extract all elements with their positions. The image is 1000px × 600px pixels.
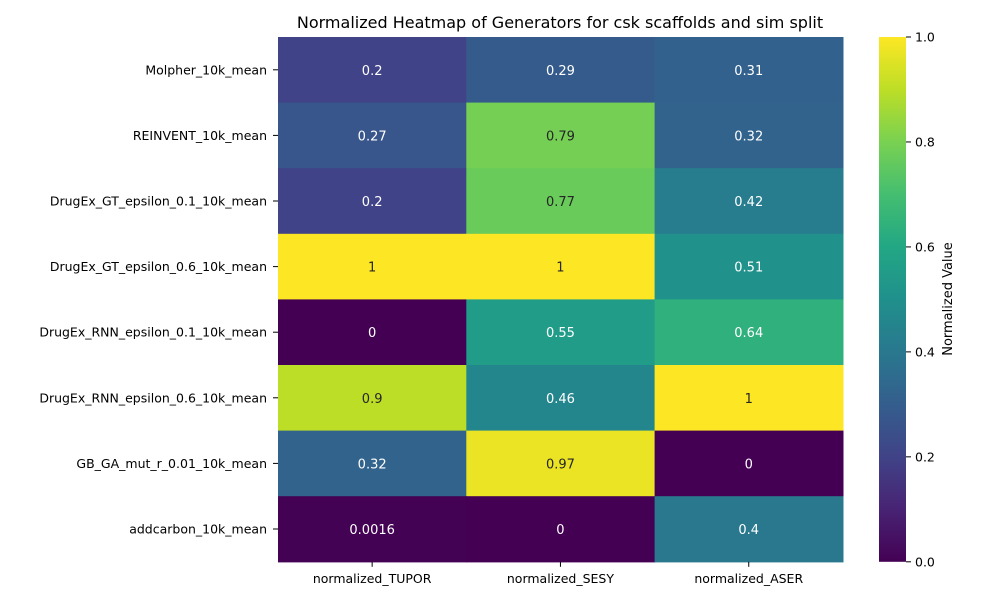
cell-value-label: 0	[368, 326, 376, 341]
heatmap-cell	[278, 233, 467, 300]
chart-title: Normalized Heatmap of Generators for csk…	[297, 13, 823, 32]
heatmap-cell	[278, 299, 467, 366]
heatmap-cell	[278, 37, 467, 104]
heatmap-cell	[654, 430, 844, 497]
heatmap-cell	[278, 496, 467, 563]
cell-value-label: 0.55	[546, 326, 575, 341]
heatmap-cell	[278, 168, 467, 235]
x-tick-label: normalized_SESY	[507, 571, 614, 586]
cell-value-label: 1	[745, 392, 753, 407]
cell-value-label: 0.77	[546, 195, 575, 210]
cell-value-label: 0	[556, 523, 564, 538]
heatmap-cell	[466, 430, 656, 497]
cell-value-label: 0.0016	[349, 523, 395, 538]
colorbar-tick-label: 0.2	[915, 449, 935, 464]
cell-value-label: 0.29	[546, 64, 575, 79]
y-tick-label: DrugEx_GT_epsilon_0.1_10k_mean	[50, 194, 267, 209]
colorbar-tick-label: 0.0	[915, 554, 935, 569]
cell-value-label: 1	[368, 261, 376, 276]
x-axis: normalized_TUPOR normalized_SESY normalize…	[313, 561, 803, 586]
heatmap-cell	[654, 37, 844, 104]
colorbar-tick-label: 1.0	[915, 30, 935, 45]
heatmap-cell	[466, 496, 656, 563]
y-tick-label: Molpher_10k_mean	[145, 62, 267, 77]
cell-value-label: 0.46	[546, 392, 575, 407]
heatmap-cell	[654, 299, 844, 366]
heatmap-cell	[654, 496, 844, 563]
x-tick-label: normalized_TUPOR	[313, 571, 432, 586]
colorbar-tick-label: 0.6	[915, 239, 935, 254]
cell-value-label: 0	[745, 457, 753, 472]
y-tick-label: DrugEx_RNN_epsilon_0.1_10k_mean	[39, 325, 267, 340]
heatmap-cell	[466, 102, 656, 169]
heatmap-cell	[654, 168, 844, 235]
heatmap-cell	[466, 233, 656, 300]
cell-value-label: 0.9	[362, 392, 383, 407]
heatmap-cell	[466, 365, 656, 432]
heatmap-cell	[466, 168, 656, 235]
colorbar-tick-label: 0.8	[915, 134, 935, 149]
y-axis: Molpher_10k_mean REINVENT_10k_mean DrugEx_…	[39, 62, 278, 537]
x-tick-label: normalized_ASER	[694, 571, 803, 586]
heatmap-cell	[466, 37, 656, 104]
cell-value-label: 0.42	[734, 195, 763, 210]
heatmap-cells	[278, 37, 844, 563]
cell-value-label: 0.2	[362, 64, 383, 79]
cell-value-labels: 0.2 0.29 0.31 0.27 0.79 0.32 0.2 0.77 0.42 1 1 0.51…	[349, 64, 763, 538]
colorbar-tick-label: 0.4	[915, 344, 935, 359]
heatmap-cell	[278, 365, 467, 432]
cell-value-label: 0.97	[546, 457, 575, 472]
cell-value-label: 0.32	[734, 129, 763, 144]
heatmap-cell	[654, 102, 844, 169]
y-tick-label: DrugEx_GT_epsilon_0.6_10k_mean	[50, 259, 267, 274]
cell-value-label: 0.79	[546, 129, 575, 144]
y-tick-label: REINVENT_10k_mean	[133, 128, 267, 143]
y-tick-label: DrugEx_RNN_epsilon_0.6_10k_mean	[39, 390, 267, 405]
colorbar: 0.0 0.2 0.4 0.6 0.8 1.0	[879, 30, 935, 569]
cell-value-label: 0.51	[734, 261, 763, 276]
heatmap-cell	[654, 365, 844, 432]
heatmap-cell	[654, 233, 844, 300]
heatmap-cell	[278, 430, 467, 497]
cell-value-label: 0.31	[734, 64, 763, 79]
cell-value-label: 0.2	[362, 195, 383, 210]
cell-value-label: 0.27	[358, 129, 387, 144]
colorbar-label: Normalized Value	[941, 242, 956, 356]
cell-value-label: 1	[556, 261, 564, 276]
cell-value-label: 0.4	[738, 523, 759, 538]
cell-value-label: 0.64	[734, 326, 763, 341]
cell-value-label: 0.32	[358, 457, 387, 472]
heatmap-cell	[278, 102, 467, 169]
heatmap-cell	[466, 299, 656, 366]
y-tick-label: addcarbon_10k_mean	[129, 522, 267, 537]
colorbar-gradient	[879, 37, 906, 562]
y-tick-label: GB_GA_mut_r_0.01_10k_mean	[76, 456, 267, 471]
